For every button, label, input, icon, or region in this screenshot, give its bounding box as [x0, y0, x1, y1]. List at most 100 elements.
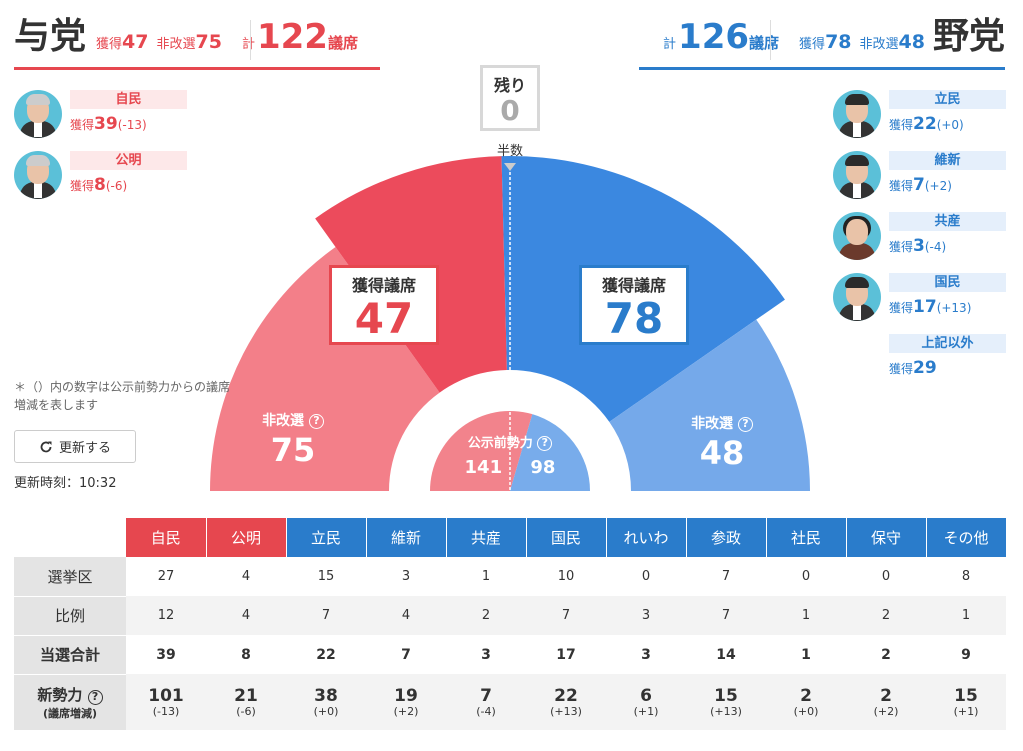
column-header: 自民 [126, 518, 207, 557]
party-name: 立民 [889, 90, 1006, 109]
ruling-seats-label: 議席 [327, 34, 358, 52]
table-cell: 4 [241, 569, 251, 584]
new-power-diff: (-13) [152, 704, 180, 718]
opp-total-label: 計 [663, 37, 677, 52]
table-row: 選挙区 27 4 15 3 1 10 0 7 0 0 8 [14, 557, 1006, 597]
update-time: 更新時刻：10:32 [14, 476, 117, 491]
party-card-kokumin: 国民 獲得17(+13) [833, 273, 1008, 329]
table-cell-new: 22 (+13) [526, 674, 606, 730]
refresh-button[interactable]: 更新する [14, 430, 136, 463]
row-label: 当選合計 [14, 635, 126, 675]
table-cell-new: 15 (+13) [686, 674, 766, 730]
opposition-header: 計 126 議席 獲得 78 非改選 48 野党 [639, 12, 1005, 70]
help-icon[interactable]: ? [87, 689, 103, 705]
avatar [14, 151, 62, 199]
avatar [14, 90, 62, 138]
table-cell: 2 [446, 596, 526, 635]
new-power-diff: (+1) [633, 704, 659, 718]
new-power-diff: (-6) [236, 704, 256, 718]
table-cell: 0 [641, 569, 651, 584]
footnote: ＊（）内の数字は公示前勢力からの議席増減を表します [14, 380, 231, 412]
prior-ruling-segment [430, 411, 533, 491]
new-power-value: 2 [880, 685, 892, 706]
new-power-value: 22 [554, 685, 578, 706]
new-power-value: 19 [394, 685, 418, 706]
ruling-nonre-value: 75 [195, 31, 222, 53]
party-card-komei: 公明 獲得8(-6) [14, 151, 189, 207]
opp-nonre-value: 48 [898, 31, 925, 53]
new-power-diff: (-4) [476, 704, 496, 718]
column-header: 社民 [766, 518, 847, 557]
won-box-value: 47 [354, 294, 414, 343]
column-header: 参政 [686, 518, 767, 557]
new-power-value: 2 [800, 685, 812, 706]
table-cell: 27 [157, 569, 175, 584]
row-label: 選挙区 [14, 557, 126, 597]
column-header: 国民 [526, 518, 607, 557]
party-card-others: 上記以外 獲得29 [833, 334, 1008, 390]
avatar [833, 212, 881, 260]
table-cell: 15 [317, 569, 335, 584]
party-stat: 獲得17(+13) [889, 297, 972, 317]
ruling-total-value: 122 [256, 17, 328, 57]
new-power-value: 15 [714, 685, 738, 706]
new-power-value: 21 [234, 685, 258, 706]
table-cell-new: 38 (+0) [286, 674, 366, 730]
new-power-diff: (+13) [550, 704, 582, 718]
party-card-jimin: 自民 獲得39(-13) [14, 90, 189, 146]
opposition-header-row: 計 126 議席 獲得 78 非改選 48 野党 [663, 12, 1005, 62]
ruling-total-label: 計 [241, 37, 255, 52]
prior-ruling-value: 141 [464, 457, 503, 478]
table-cell: 1 [766, 596, 846, 635]
opposition-nonre-segment [609, 319, 810, 491]
table-cell: 7 [686, 596, 766, 635]
table-corner [14, 518, 126, 557]
ruling-divider [250, 20, 251, 60]
party-stat: 獲得7(+2) [889, 175, 952, 195]
column-header: れいわ [606, 518, 687, 557]
column-header: 公明 [206, 518, 287, 557]
column-header: 立民 [286, 518, 367, 557]
prior-label: 公示前勢力 [467, 436, 533, 451]
opp-won-label: 獲得 [799, 37, 826, 52]
ruling-nonre-value: 75 [270, 431, 316, 469]
help-icon[interactable]: ? [537, 436, 553, 451]
refresh-label: 更新する [58, 441, 111, 456]
new-power-diff: (+1) [953, 704, 979, 718]
row-label: 比例 [14, 596, 126, 636]
new-power-value: 15 [954, 685, 978, 706]
avatar [833, 151, 881, 199]
column-header: 共産 [446, 518, 527, 557]
table-row: 比例 12 4 7 4 2 7 3 7 1 2 1 [14, 596, 1006, 636]
opp-won-value: 78 [825, 31, 852, 53]
half-marker [504, 163, 516, 171]
party-stat: 獲得3(-4) [889, 236, 947, 256]
table-cell: 22 [316, 646, 336, 663]
table-cell: 14 [716, 646, 736, 663]
table-cell: 3 [641, 646, 651, 663]
refresh-icon [40, 441, 52, 452]
table-cell: 8 [961, 569, 971, 584]
table-cell-new: 2 (+0) [766, 674, 846, 730]
row-label: 新勢力 [37, 685, 83, 704]
table-cell: 17 [556, 646, 576, 663]
new-power-diff: (+2) [393, 704, 419, 718]
table-cell: 1 [926, 596, 1006, 635]
party-card-rikken: 立民 獲得22(+0) [833, 90, 1008, 146]
table-cell: 7 [526, 596, 606, 635]
ruling-won-label: 獲得 [96, 37, 123, 52]
table-cell: 3 [401, 569, 411, 584]
party-name: 公明 [70, 151, 187, 170]
help-icon[interactable]: ? [737, 417, 753, 432]
party-name: 上記以外 [889, 334, 1006, 353]
opposition-divider [770, 20, 771, 60]
help-icon[interactable]: ? [308, 414, 324, 429]
row-label-new: 新勢力 ? (議席増減) [14, 674, 126, 731]
table-cell-new: 19 (+2) [366, 674, 446, 730]
ruling-header-row: 与党 獲得 47 非改選 75 計 122 議席 [14, 12, 358, 62]
won-box-label: 獲得議席 [351, 276, 416, 295]
ruling-won-value: 47 [122, 31, 149, 53]
table-cell-new: 15 (+1) [926, 674, 1006, 730]
new-power-value: 101 [148, 685, 184, 706]
remaining-box: 残り 0 [480, 65, 540, 131]
